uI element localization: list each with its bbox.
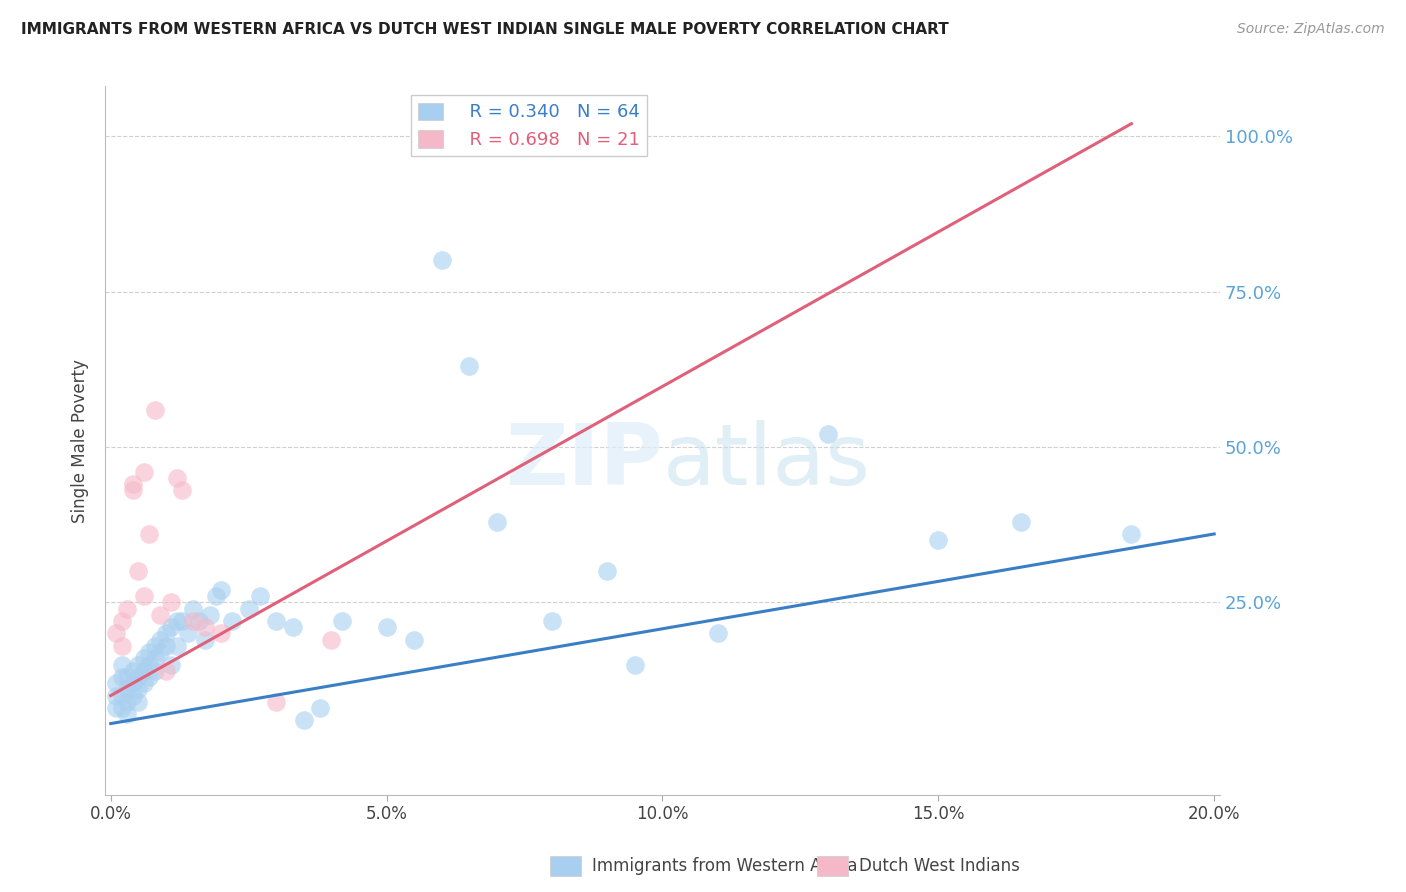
- Point: [221, 614, 243, 628]
- Point: [127, 682, 149, 697]
- Point: [332, 614, 354, 628]
- Point: [117, 707, 139, 722]
- Point: [160, 595, 183, 609]
- Text: atlas: atlas: [662, 420, 870, 503]
- Point: [183, 614, 205, 628]
- Point: [817, 427, 839, 442]
- Point: [132, 465, 155, 479]
- Point: [121, 664, 143, 678]
- Point: [127, 695, 149, 709]
- Point: [596, 564, 619, 578]
- Point: [155, 664, 177, 678]
- Point: [193, 620, 215, 634]
- Point: [117, 682, 139, 697]
- Point: [458, 359, 481, 373]
- Point: [927, 533, 949, 548]
- Point: [188, 614, 211, 628]
- Point: [127, 657, 149, 672]
- Text: Source: ZipAtlas.com: Source: ZipAtlas.com: [1237, 22, 1385, 37]
- Point: [143, 651, 166, 665]
- Point: [430, 253, 453, 268]
- Point: [209, 626, 232, 640]
- Point: [138, 645, 160, 659]
- Legend:   R = 0.340   N = 64,   R = 0.698   N = 21: R = 0.340 N = 64, R = 0.698 N = 21: [411, 95, 647, 156]
- Point: [111, 670, 134, 684]
- Point: [183, 601, 205, 615]
- Text: Immigrants from Western Africa: Immigrants from Western Africa: [592, 857, 858, 875]
- Point: [117, 695, 139, 709]
- Point: [209, 582, 232, 597]
- Point: [105, 689, 128, 703]
- Point: [292, 714, 315, 728]
- Point: [281, 620, 304, 634]
- Point: [149, 645, 172, 659]
- Point: [138, 527, 160, 541]
- Point: [166, 639, 188, 653]
- Point: [624, 657, 647, 672]
- Point: [172, 614, 194, 628]
- Point: [132, 664, 155, 678]
- Point: [132, 589, 155, 603]
- Point: [1010, 515, 1032, 529]
- Point: [160, 657, 183, 672]
- Point: [111, 657, 134, 672]
- Point: [204, 589, 226, 603]
- Point: [117, 601, 139, 615]
- Point: [309, 701, 332, 715]
- Point: [117, 670, 139, 684]
- Point: [127, 564, 149, 578]
- Point: [105, 626, 128, 640]
- Point: [541, 614, 564, 628]
- Point: [160, 620, 183, 634]
- Point: [198, 607, 221, 622]
- Point: [121, 483, 143, 498]
- Point: [132, 676, 155, 690]
- Point: [177, 626, 200, 640]
- Point: [121, 689, 143, 703]
- Point: [264, 614, 287, 628]
- Y-axis label: Single Male Poverty: Single Male Poverty: [72, 359, 89, 523]
- Point: [105, 701, 128, 715]
- Point: [149, 632, 172, 647]
- Point: [375, 620, 398, 634]
- Point: [264, 695, 287, 709]
- Point: [172, 483, 194, 498]
- Point: [143, 402, 166, 417]
- Text: ZIP: ZIP: [505, 420, 662, 503]
- Point: [138, 657, 160, 672]
- Point: [138, 670, 160, 684]
- Point: [111, 701, 134, 715]
- Point: [706, 626, 728, 640]
- Point: [132, 651, 155, 665]
- Point: [105, 676, 128, 690]
- Point: [238, 601, 260, 615]
- Point: [155, 639, 177, 653]
- Point: [166, 471, 188, 485]
- Point: [485, 515, 508, 529]
- Point: [127, 670, 149, 684]
- Text: Dutch West Indians: Dutch West Indians: [859, 857, 1021, 875]
- Point: [155, 626, 177, 640]
- Point: [149, 607, 172, 622]
- Point: [193, 632, 215, 647]
- Point: [249, 589, 271, 603]
- Point: [143, 639, 166, 653]
- Point: [121, 477, 143, 491]
- Point: [121, 676, 143, 690]
- Point: [143, 664, 166, 678]
- Point: [1121, 527, 1143, 541]
- Point: [111, 689, 134, 703]
- Point: [111, 639, 134, 653]
- Point: [321, 632, 343, 647]
- Text: IMMIGRANTS FROM WESTERN AFRICA VS DUTCH WEST INDIAN SINGLE MALE POVERTY CORRELAT: IMMIGRANTS FROM WESTERN AFRICA VS DUTCH …: [21, 22, 949, 37]
- Point: [166, 614, 188, 628]
- Point: [111, 614, 134, 628]
- Point: [404, 632, 426, 647]
